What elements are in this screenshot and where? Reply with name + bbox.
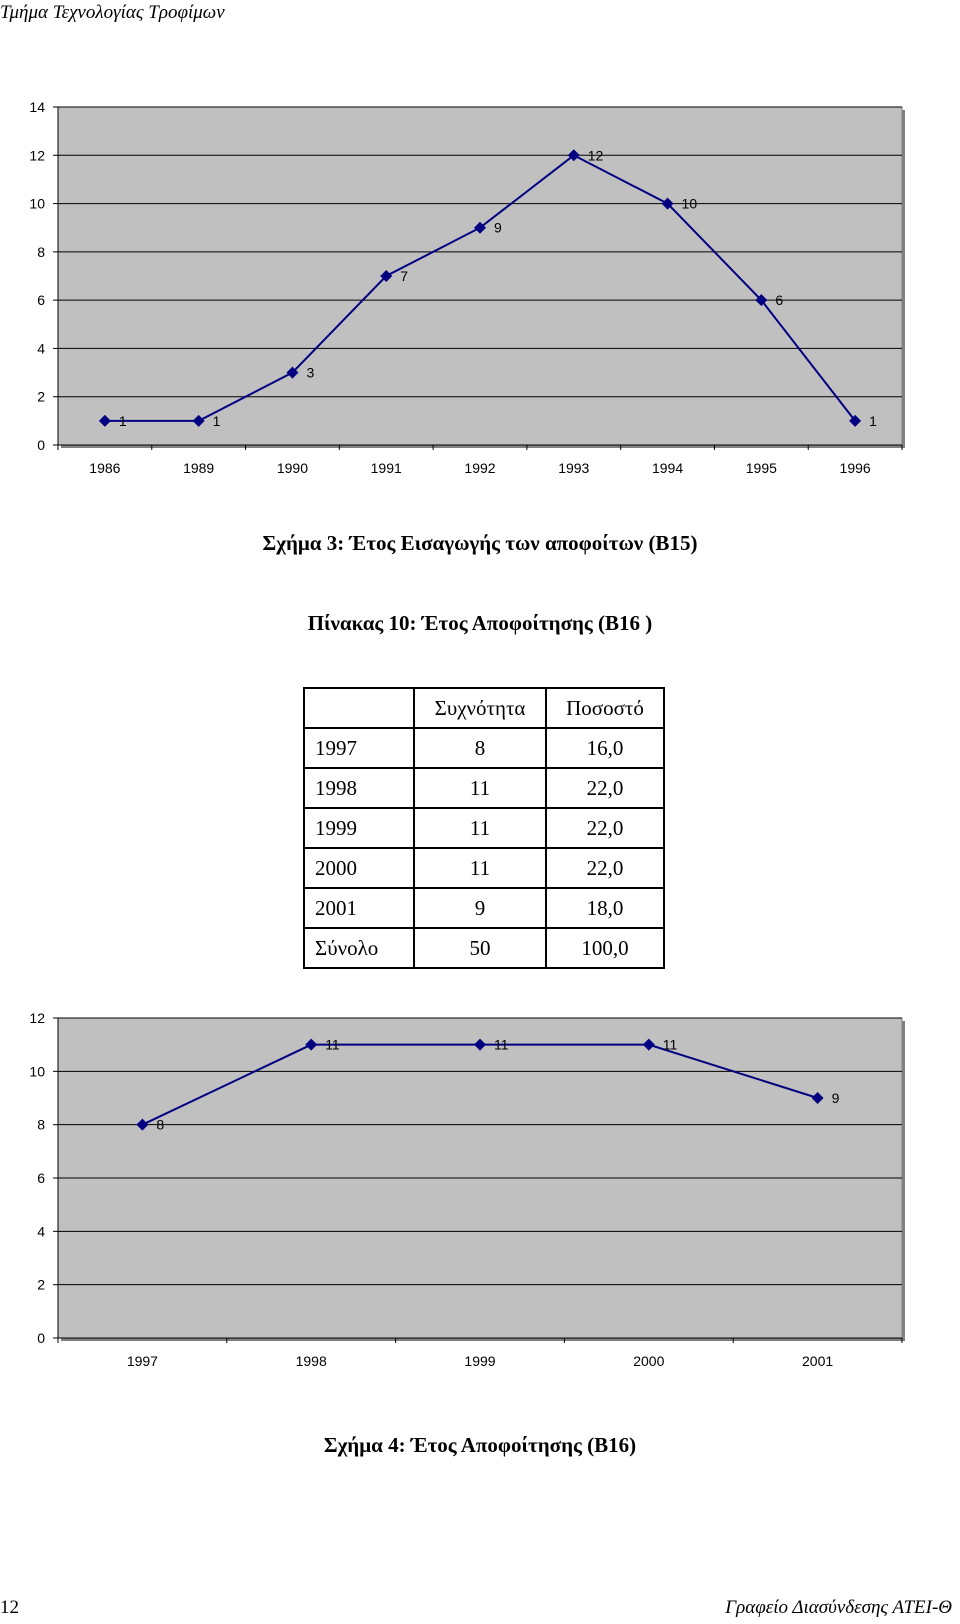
table-cell: Σύνολο (303, 927, 415, 969)
table-row: 1998 11 22,0 (303, 767, 665, 809)
data-label: 12 (588, 147, 604, 163)
table-row: 1997 8 16,0 (303, 727, 665, 769)
data-point-marker (136, 1118, 149, 1131)
table-row: 1999 11 22,0 (303, 807, 665, 849)
chart-admission-year: 0 2 4 6 8 10 12 14 1986 1989 1990 1991 1992 1993 1994 1… (29, 99, 905, 476)
x-tick-label: 2000 (633, 1353, 664, 1369)
data-point-marker (192, 414, 205, 427)
data-label: 9 (494, 220, 502, 236)
table-cell: 11 (413, 807, 547, 849)
data-label: 3 (306, 365, 314, 381)
figure-4-caption: Σχήμα 4: Έτος Αποφοίτησης (Β16) (323, 1433, 637, 1457)
x-tick-label: 1995 (746, 460, 777, 476)
data-label: 9 (832, 1090, 840, 1106)
table-header-cell: Συχνότητα (413, 687, 547, 729)
table-cell: 50 (413, 927, 547, 969)
y-tick-label: 0 (37, 437, 45, 453)
y-tick-label: 6 (37, 1170, 45, 1186)
y-tick-label: 10 (29, 196, 45, 212)
graduation-year-table: Συχνότητα Ποσοστό 1997 8 16,0 1998 11 22… (303, 687, 665, 969)
x-tick-label: 1999 (464, 1353, 495, 1369)
y-tick-label: 12 (29, 1010, 45, 1026)
table-row-total: Σύνολο 50 100,0 (303, 927, 665, 969)
table-cell: 18,0 (545, 887, 665, 929)
data-point-marker (567, 149, 580, 162)
y-tick-label: 6 (37, 292, 45, 308)
table-cell: 22,0 (545, 807, 665, 849)
data-label: 1 (869, 413, 877, 429)
x-tick-label: 2001 (802, 1353, 833, 1369)
y-tick-label: 4 (37, 1223, 45, 1239)
table-cell: 16,0 (545, 727, 665, 769)
y-tick-label: 8 (37, 244, 45, 260)
y-tick-label: 4 (37, 340, 45, 356)
table-cell: 1999 (303, 807, 415, 849)
y-tick-label: 10 (29, 1063, 45, 1079)
data-point-marker (286, 366, 299, 379)
x-tick-label: 1998 (296, 1353, 327, 1369)
table-header-row: Συχνότητα Ποσοστό (303, 687, 665, 729)
page-header-title: Τμήμα Τεχνολογίας Τροφίμων (0, 2, 225, 23)
table-cell: 2000 (303, 847, 415, 889)
y-tick-label: 2 (37, 389, 45, 405)
data-point-marker (811, 1092, 824, 1104)
data-label: 1 (119, 413, 127, 429)
data-point-marker (642, 1038, 655, 1051)
y-tick-label: 8 (37, 1117, 45, 1133)
y-tick-label: 2 (37, 1277, 45, 1293)
page-number: 12 (0, 1597, 19, 1618)
chart-graduation-year: 0 2 4 6 8 10 12 1997 1998 1999 2000 2001 8 11 11 11 9 (29, 1010, 905, 1369)
data-label: 11 (663, 1037, 678, 1053)
x-tick-label: 1993 (558, 460, 589, 476)
x-tick-label: 1997 (127, 1353, 158, 1369)
x-tick-label: 1991 (371, 460, 402, 476)
data-point-marker (98, 414, 111, 427)
table-cell: 11 (413, 767, 547, 809)
figure-3-caption: Σχήμα 3: Έτος Εισαγωγής των αποφοίτων (Β… (262, 531, 698, 555)
footer-office: Γραφείο Διασύνδεσης ΑΤΕΙ-Θ (725, 1597, 952, 1618)
data-label: 11 (325, 1037, 340, 1053)
table-cell: 2001 (303, 887, 415, 929)
table-cell: 1998 (303, 767, 415, 809)
plot-area (57, 106, 903, 446)
table-cell: 9 (413, 887, 547, 929)
data-point-marker (474, 221, 486, 234)
table-cell: 8 (413, 727, 547, 769)
data-label: 1 (213, 413, 221, 429)
x-tick-label: 1990 (277, 460, 308, 476)
table-cell: 100,0 (545, 927, 665, 969)
x-tick-label: 1994 (652, 460, 683, 476)
y-tick-label: 12 (29, 147, 45, 163)
data-label: 7 (400, 268, 408, 284)
data-label: 8 (156, 1117, 164, 1133)
table-cell: 22,0 (545, 847, 665, 889)
data-label: 6 (775, 292, 783, 308)
data-point-marker (661, 197, 674, 210)
x-tick-label: 1989 (183, 460, 214, 476)
y-tick-label: 0 (37, 1330, 45, 1346)
data-point-marker (755, 294, 768, 307)
table-cell: 11 (413, 847, 547, 889)
table-header-cell: Ποσοστό (545, 687, 665, 729)
x-tick-label: 1986 (89, 460, 120, 476)
table-row: 2001 9 18,0 (303, 887, 665, 929)
data-label: 11 (494, 1037, 509, 1053)
data-point-marker (474, 1038, 486, 1051)
data-point-marker (849, 414, 862, 427)
table-10-title: Πίνακας 10: Έτος Αποφοίτησης (Β16 ) (307, 611, 653, 635)
table-cell: 1997 (303, 727, 415, 769)
data-point-marker (380, 270, 393, 282)
x-tick-label: 1992 (464, 460, 495, 476)
y-tick-label: 14 (29, 99, 45, 115)
x-tick-label: 1996 (840, 460, 871, 476)
table-row: 2000 11 22,0 (303, 847, 665, 889)
data-point-marker (305, 1038, 318, 1051)
table-header-cell (303, 687, 415, 729)
data-label: 10 (682, 196, 698, 212)
table-cell: 22,0 (545, 767, 665, 809)
